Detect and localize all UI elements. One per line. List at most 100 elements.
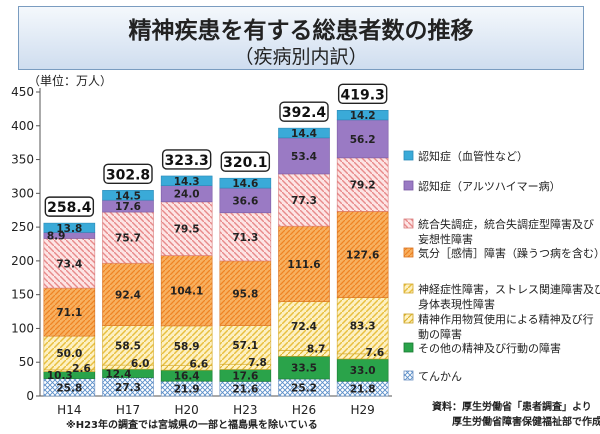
x-tick-label: H23 [233, 403, 257, 417]
data-label-other: 16.4 [174, 371, 200, 383]
data-label-epilepsy: 27.3 [115, 382, 141, 394]
bar-segment-neurotic [336, 297, 389, 355]
data-label-drug: 2.6 [72, 363, 91, 375]
data-label-schizo: 73.4 [56, 258, 82, 270]
bar-segment-mood [219, 260, 272, 326]
data-label-alzheimer: 53.4 [291, 151, 317, 163]
bar-segment-alzheimer [278, 137, 330, 175]
data-label-other: 33.5 [291, 363, 317, 375]
bar-segment-vascular [160, 175, 213, 186]
legend-swatch-vascular [403, 150, 414, 161]
bar-segment-schizo [219, 212, 272, 262]
data-label-mood: 127.6 [346, 249, 379, 261]
total-label: 392.4 [282, 105, 327, 121]
data-label-epilepsy: 25.8 [56, 382, 82, 394]
y-tick-label: 0 [26, 389, 34, 403]
y-tick-label: 100 [11, 321, 34, 335]
total-label: 302.8 [106, 167, 150, 183]
legend-label-neurotic: 神経症性障害，ストレス関連障害及び [418, 282, 600, 296]
legend-label-drug: 精神作用物質使用による精神及び行 [418, 312, 594, 326]
bar-segment-alzheimer [219, 187, 272, 214]
data-label-vascular: 14.4 [291, 128, 317, 140]
unit-label: （単位：万人） [28, 73, 112, 88]
total-box [337, 83, 388, 105]
data-label-vascular: 14.5 [115, 190, 141, 202]
y-tick-label: 350 [11, 153, 34, 167]
total-box [103, 163, 153, 185]
legend-swatch-schizo [403, 218, 414, 229]
legend-swatch-other [403, 342, 414, 353]
bar-segment-neurotic [278, 301, 330, 351]
legend-swatch-drug [403, 313, 414, 324]
data-label-other: 33.0 [350, 365, 376, 377]
data-label-neurotic: 58.9 [174, 341, 200, 353]
bar-segment-schizo [278, 173, 330, 227]
bar-segment-mood [102, 262, 154, 326]
data-label-neurotic: 72.4 [291, 321, 317, 333]
bar-segment-schizo [160, 201, 213, 256]
bar-segment-schizo [336, 157, 389, 212]
legend-label-drug: 動の障害 [418, 327, 462, 341]
data-label-mood: 111.6 [287, 259, 320, 271]
bar-segment-vascular [336, 110, 389, 121]
bar-segment-schizo [43, 238, 96, 289]
data-label-schizo: 75.7 [115, 233, 141, 245]
y-tick-label: 200 [11, 254, 34, 268]
x-tick-label: H29 [351, 403, 375, 417]
bar-segment-neurotic [160, 325, 213, 366]
y-tick-label: 450 [11, 85, 34, 99]
data-label-neurotic: 83.3 [350, 321, 376, 333]
data-label-alzheimer: 8.9 [47, 230, 66, 242]
y-tick-label: 150 [11, 288, 34, 302]
bar-segment-mood [43, 287, 96, 337]
y-tick-label: 400 [11, 119, 34, 133]
bar-segment-neurotic [219, 325, 272, 365]
data-label-epilepsy: 21.9 [174, 384, 200, 396]
x-tick-label: H26 [292, 403, 316, 417]
total-box [161, 149, 212, 170]
legend-swatch-neurotic [403, 283, 414, 294]
data-label-schizo: 77.3 [291, 195, 317, 207]
data-label-schizo: 79.5 [174, 224, 200, 236]
data-label-schizo: 71.3 [232, 232, 258, 244]
bar-segment-neurotic [102, 325, 154, 366]
data-label-epilepsy: 21.6 [232, 384, 258, 396]
data-label-mood: 71.1 [56, 307, 82, 319]
legend-swatch-mood [403, 247, 414, 258]
bar-segment-neurotic [43, 335, 96, 371]
y-tick-label: 250 [11, 220, 34, 234]
data-label-neurotic: 50.0 [56, 348, 82, 360]
data-label-epilepsy: 21.8 [350, 384, 376, 396]
legend-label-neurotic: 身体表現性障害 [418, 297, 495, 311]
legend-label-alzheimer: 認知症（アルツハイマー病） [418, 179, 561, 193]
data-label-other: 10.3 [47, 370, 73, 382]
title-banner: 精神疾患を有する総患者数の推移 （疾病別内訳） [18, 6, 584, 70]
bar-segment-vascular [43, 222, 96, 233]
data-label-neurotic: 57.1 [232, 340, 258, 352]
legend-label-other: その他の精神及び行動の障害 [418, 341, 561, 355]
chart-title: 精神疾患を有する総患者数の推移 [128, 18, 474, 44]
footnote: ※H23年の調査では宮城県の一部と福島県を除いている [66, 418, 318, 431]
legend-label-epilepsy: てんかん [418, 370, 462, 383]
bar-segment-vascular [278, 127, 330, 139]
data-label-epilepsy: 25.2 [291, 382, 317, 394]
data-label-drug: 6.6 [190, 359, 209, 371]
data-label-mood: 95.8 [232, 288, 258, 300]
y-tick-label: 300 [11, 186, 34, 200]
data-label-vascular: 14.6 [232, 178, 258, 190]
data-label-neurotic: 58.5 [115, 340, 141, 352]
data-label-other: 12.4 [106, 368, 132, 380]
legend-label-vascular: 認知症（血管性など） [418, 149, 528, 163]
data-label-schizo: 79.2 [350, 180, 376, 192]
x-tick-label: H14 [57, 403, 81, 417]
total-label: 419.3 [341, 87, 385, 103]
bar-segment-mood [278, 225, 330, 302]
legend-label-schizo: 統合失調症，統合失調症型障害及び [418, 217, 594, 231]
data-label-alzheimer: 56.2 [350, 134, 376, 146]
total-label: 258.4 [47, 200, 92, 216]
legend-label-mood: 気分［感情］障害（躁うつ病を含む） [418, 246, 600, 260]
legend-swatch-epilepsy [403, 370, 414, 381]
data-label-vascular: 14.2 [350, 110, 376, 122]
source-line-2: 厚生労働省障害保健福祉部で作成 [452, 415, 600, 428]
